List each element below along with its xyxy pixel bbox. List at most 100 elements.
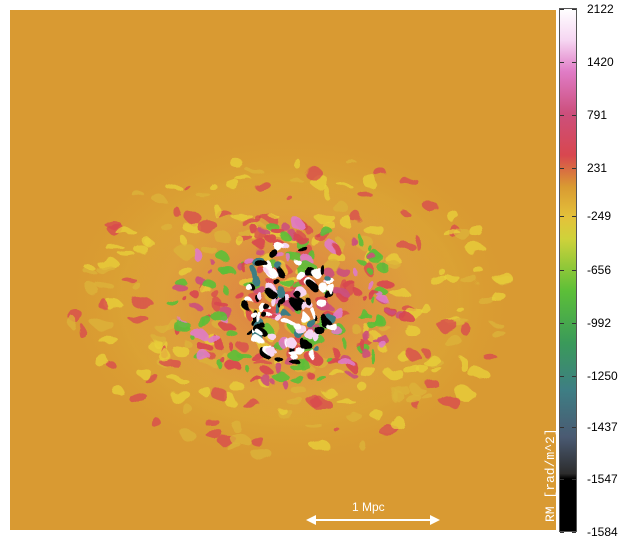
rm-blob (466, 367, 488, 377)
rm-blob (136, 368, 152, 378)
rm-blob (263, 375, 272, 387)
rm-blob (350, 210, 361, 224)
rm-blob (234, 261, 241, 268)
rm-blob (175, 245, 198, 258)
rm-blob (271, 379, 276, 385)
rm-blob (96, 336, 118, 343)
rm-blob (327, 314, 336, 322)
rm-blob (318, 298, 327, 309)
rm-blob (309, 307, 315, 317)
rm-blob (359, 260, 367, 266)
rm-blob (332, 201, 348, 213)
rm-blob (366, 253, 377, 260)
rm-blob (342, 339, 348, 349)
rm-blob (257, 269, 267, 275)
colorbar-tick-mark (572, 323, 576, 324)
rm-blob (232, 421, 243, 433)
rm-blob (255, 311, 262, 323)
rm-blob (201, 279, 216, 288)
rm-blob (180, 183, 190, 189)
colorbar-tick-9: -1547 (587, 472, 618, 486)
rm-blob (214, 302, 228, 307)
rm-blob (84, 264, 94, 270)
rm-blob (267, 349, 276, 354)
colorbar-tick-mark (572, 479, 576, 480)
rm-blob (273, 355, 282, 361)
rm-blob (234, 292, 246, 300)
rm-blob (182, 429, 196, 443)
rm-blob (85, 283, 98, 294)
rm-blob (301, 303, 307, 311)
rm-blob (202, 246, 218, 255)
rm-blob (353, 288, 362, 296)
rm-blob (314, 347, 321, 352)
rm-blob (257, 217, 264, 224)
rm-blob (452, 318, 469, 323)
rm-blob (422, 394, 434, 401)
rm-blob (150, 417, 161, 427)
rm-blob (345, 411, 362, 421)
rm-blob (400, 210, 409, 215)
rm-blob (105, 301, 124, 311)
rm-blob (214, 206, 223, 219)
rm-blob (243, 257, 255, 266)
colorbar-tick-2: 791 (587, 108, 608, 122)
rm-blob (253, 360, 272, 366)
rm-blob (281, 291, 287, 299)
rm-blob (264, 288, 275, 296)
rm-blob (353, 324, 362, 336)
rm-blob (381, 340, 387, 351)
rm-blob (258, 332, 264, 337)
rm-blob (389, 289, 409, 297)
rm-blob (323, 355, 331, 360)
rm-blob (332, 307, 345, 319)
colorbar-tick-0: 2122 (587, 2, 614, 16)
rm-blob (268, 213, 279, 218)
rm-blob (474, 293, 495, 301)
rm-blob (254, 240, 268, 249)
rm-blob (329, 372, 347, 378)
rm-blob (311, 265, 321, 278)
colorbar-tick-mark (560, 479, 564, 480)
rm-blob (331, 347, 339, 357)
rm-blob (429, 276, 449, 286)
rm-blob (278, 407, 288, 415)
rm-blob (266, 278, 275, 285)
rm-blob (318, 263, 324, 274)
rm-blob (240, 400, 261, 408)
rm-blob (295, 271, 306, 281)
rm-blob (210, 310, 227, 322)
colorbar-tick-10: -1584 (587, 525, 618, 539)
rm-blob (298, 310, 307, 321)
rm-blob (415, 237, 422, 251)
rm-blob (249, 378, 266, 384)
rm-blob (209, 269, 214, 277)
rm-blob (83, 268, 96, 275)
rm-blob (245, 167, 263, 173)
rm-blob (311, 443, 333, 451)
rm-blob (277, 298, 283, 309)
rm-blob (400, 312, 414, 324)
rm-blob (315, 214, 337, 224)
rm-blob (316, 280, 326, 291)
rm-blob (130, 295, 152, 308)
rm-blob (237, 228, 251, 235)
rm-blob (245, 308, 252, 320)
rm-blob (272, 371, 288, 382)
rm-blob (449, 210, 459, 224)
rm-blob (288, 358, 300, 363)
rm-blob (235, 177, 253, 182)
rm-blob (249, 227, 261, 234)
rm-blob (128, 394, 150, 404)
rm-blob (321, 389, 337, 397)
rm-blob (268, 267, 276, 277)
rm-blob (289, 376, 305, 382)
rm-blob (199, 352, 212, 365)
rm-blob (405, 325, 421, 338)
rm-blob (194, 250, 203, 263)
colorbar-tick-mark (560, 168, 564, 169)
rm-blob (422, 199, 437, 211)
rm-blob (172, 346, 190, 357)
rm-blob (311, 397, 332, 411)
rm-blob (165, 299, 179, 305)
